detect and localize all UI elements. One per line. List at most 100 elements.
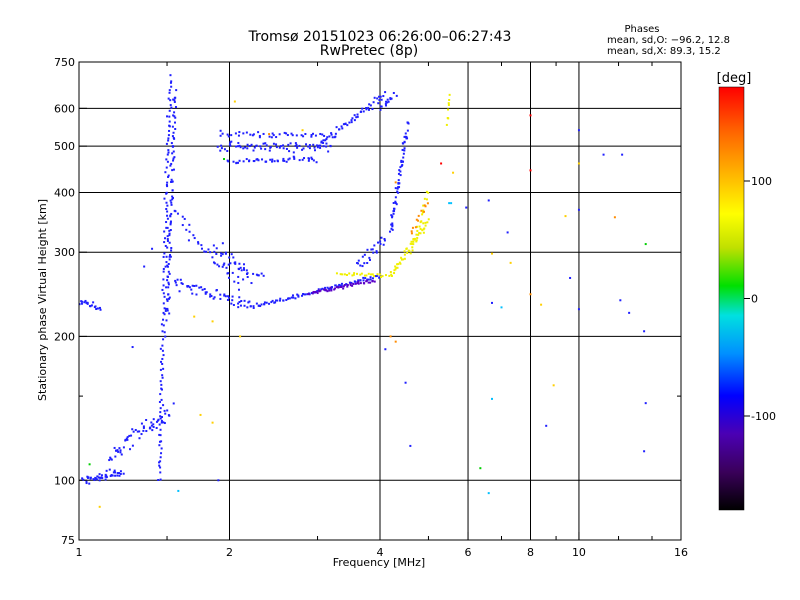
data-point [410,230,413,233]
data-point [172,159,175,162]
data-point [162,421,165,424]
data-point [170,106,173,109]
data-point [221,265,224,268]
data-point [392,91,395,94]
data-point [168,414,171,417]
data-point [165,183,168,186]
data-point [385,104,388,107]
data-point [540,303,543,306]
data-point [161,376,164,379]
data-point [167,175,170,178]
data-point [341,273,344,276]
data-point [351,117,354,120]
data-point [165,298,168,301]
data-point [331,286,334,289]
data-point [262,132,265,135]
data-point [294,144,297,147]
data-point [326,136,329,139]
data-point [275,143,278,146]
data-point [288,297,291,300]
data-point [577,308,580,311]
data-point [416,225,419,228]
data-point [222,263,225,266]
data-point [229,144,232,147]
data-point [274,301,277,304]
data-point [94,305,97,308]
data-point [379,240,382,243]
data-point [111,474,114,477]
data-point [169,164,172,167]
data-point [414,226,417,229]
data-point [328,135,331,138]
data-point [390,227,393,230]
data-point [424,224,427,227]
data-point [119,472,122,475]
data-point [252,133,255,136]
data-point [225,266,228,269]
data-point [348,272,351,275]
data-point [246,143,249,146]
data-point [167,262,170,265]
data-point [316,290,319,293]
data-point [237,302,240,305]
data-point [213,296,216,299]
data-point [412,237,415,240]
data-point [232,304,235,307]
data-point [166,238,169,241]
data-point [163,197,166,200]
data-point [394,268,397,271]
data-point [377,102,380,105]
data-point [301,294,304,297]
data-point [109,457,112,460]
data-point [163,252,166,255]
data-point [307,145,310,148]
data-point [307,159,310,162]
data-point [152,423,155,426]
y-tick-label: 600 [54,102,75,115]
data-point [172,150,175,153]
data-point [289,142,292,145]
data-point [275,299,278,302]
data-point [248,145,251,148]
data-point [577,129,580,132]
data-point [165,221,168,224]
data-point [159,456,162,459]
data-point [365,279,368,282]
data-point [88,305,91,308]
data-point [283,131,286,134]
data-point [228,143,231,146]
data-point [412,240,415,243]
data-point [167,151,170,154]
data-point [291,294,294,297]
data-point [328,289,331,292]
data-point [319,132,322,135]
data-point [311,292,314,295]
data-point [168,232,171,235]
data-point [310,156,313,159]
data-point [319,144,322,147]
data-point [409,252,412,255]
data-point [166,265,169,268]
data-point [237,288,240,291]
data-point [380,105,383,108]
data-point [370,273,373,276]
data-point [255,273,258,276]
data-point [403,250,406,253]
data-point [221,242,224,245]
data-point [325,137,328,140]
data-point [162,311,165,314]
data-point [362,282,365,285]
data-point [403,140,406,143]
data-point [193,285,196,288]
data-point [412,243,415,246]
phases-mean-x: mean, sd,X: 89.3, 15.2 [607,46,721,57]
data-point [239,304,242,307]
data-point [392,212,395,215]
data-point [160,387,163,390]
data-point [160,360,163,363]
data-point [351,274,354,277]
data-point [258,304,261,307]
data-point [165,158,168,161]
data-point [230,140,233,143]
data-point [158,400,161,403]
